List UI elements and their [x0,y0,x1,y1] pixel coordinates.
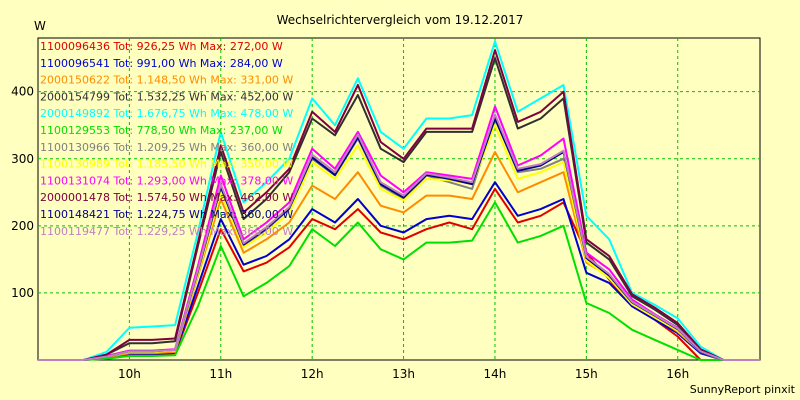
series-line-10 [38,49,760,361]
legend-entry: 1100130989 Tot: 1.185,50 Wh Max: 350,00 … [40,158,293,171]
y-tick-label: 200 [11,219,34,233]
series-line-12 [38,113,760,361]
y-tick-label: 300 [11,152,34,166]
legend-entry: 2000150622 Tot: 1.148,50 Wh Max: 331,00 … [40,74,293,87]
legend-entry: 1100096541 Tot: 991,00 Wh Max: 284,00 W [40,57,283,70]
legend-entry: 2000154799 Tot: 1.532,25 Wh Max: 452,00 … [40,90,293,103]
footer-credit: SunnyReport pinxit [690,383,796,396]
legend-entry: 1100148421 Tot: 1.224,75 Wh Max: 360,00 … [40,208,293,221]
series-lines [38,40,760,361]
y-axis-ticks: 100 200 300 400 [11,85,34,300]
legend-entry: 2000149892 Tot: 1.676,75 Wh Max: 478,00 … [40,107,293,120]
x-tick-label: 16h [666,367,689,381]
legend-entry: 1100119477 Tot: 1.229,25 Wh Max: 366,00 … [40,225,293,238]
legend-entry: 2000001478 Tot: 1.574,50 Wh Max: 462,00 … [40,191,293,204]
chart-title: Wechselrichtervergleich vom 19.12.2017 [277,13,524,27]
legend: 1100096436 Tot: 926,25 Wh Max: 272,00 W 1… [40,40,293,238]
series-line-5 [38,40,760,361]
x-axis-ticks: 10h 11h 12h 13h 14h 15h 16h [118,367,689,381]
series-line-4 [38,57,760,361]
y-tick-label: 400 [11,85,34,99]
y-axis-unit: W [34,19,46,33]
series-line-6 [38,201,760,361]
y-tick-label: 100 [11,286,34,300]
legend-entry: 1100129553 Tot: 778,50 Wh Max: 237,00 W [40,124,283,137]
legend-entry: 1100130966 Tot: 1.209,25 Wh Max: 360,00 … [40,141,293,154]
x-tick-label: 14h [484,367,507,381]
x-tick-label: 13h [392,367,415,381]
x-tick-label: 10h [118,367,141,381]
legend-entry: 1100096436 Tot: 926,25 Wh Max: 272,00 W [40,40,283,53]
x-tick-label: 15h [575,367,598,381]
legend-entry: 1100131074 Tot: 1.293,00 Wh Max: 378,00 … [40,174,293,187]
x-tick-label: 11h [209,367,232,381]
x-tick-label: 12h [301,367,324,381]
